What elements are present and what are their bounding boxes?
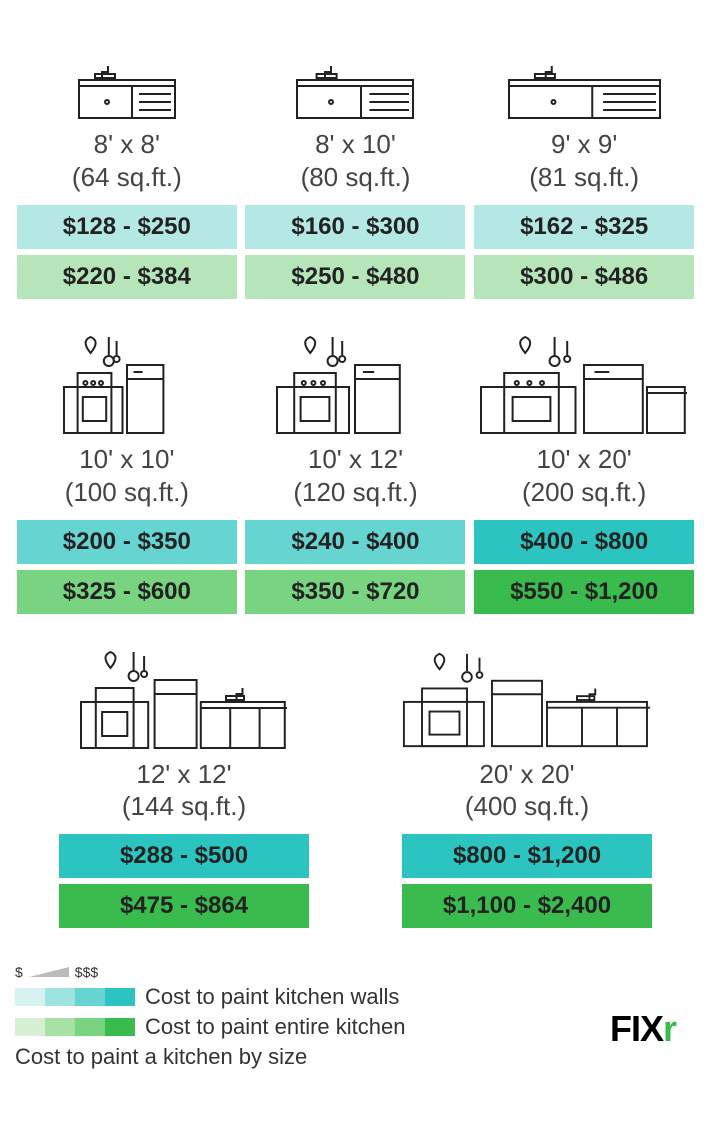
entire-price: $250 - $480	[245, 255, 465, 299]
walls-price: $200 - $350	[17, 520, 237, 564]
entire-price: $325 - $600	[17, 570, 237, 614]
size-card: 8' x 8' (64 sq.ft.) $128 - $250 $220 - $…	[17, 20, 237, 305]
size-card: 10' x 12' (120 sq.ft.) $240 - $400 $350 …	[245, 335, 465, 620]
dimensions: 10' x 20'	[474, 443, 694, 477]
kitchen-icon	[17, 335, 237, 435]
kitchen-icon	[245, 20, 465, 120]
walls-price: $160 - $300	[245, 205, 465, 249]
size-card: 10' x 20' (200 sq.ft.) $400 - $800 $550 …	[474, 335, 694, 620]
dimensions: 12' x 12'	[59, 758, 309, 792]
size-card: 9' x 9' (81 sq.ft.) $162 - $325 $300 - $…	[474, 20, 694, 305]
square-feet: (120 sq.ft.)	[245, 477, 465, 508]
walls-price: $240 - $400	[245, 520, 465, 564]
size-card: 8' x 10' (80 sq.ft.) $160 - $300 $250 - …	[245, 20, 465, 305]
dimensions: 8' x 8'	[17, 128, 237, 162]
walls-legend-label: Cost to paint kitchen walls	[145, 984, 399, 1010]
walls-price: $400 - $800	[474, 520, 694, 564]
fixr-logo: FIXr	[610, 1008, 676, 1050]
square-feet: (200 sq.ft.)	[474, 477, 694, 508]
entire-price: $1,100 - $2,400	[402, 884, 652, 928]
size-card: 20' x 20' (400 sq.ft.) $800 - $1,200 $1,…	[402, 650, 652, 935]
entire-price: $475 - $864	[59, 884, 309, 928]
square-feet: (64 sq.ft.)	[17, 162, 237, 193]
square-feet: (144 sq.ft.)	[59, 791, 309, 822]
kitchen-icon	[17, 20, 237, 120]
size-card: 10' x 10' (100 sq.ft.) $200 - $350 $325 …	[17, 335, 237, 620]
kitchen-icon	[402, 650, 652, 750]
dimensions: 9' x 9'	[474, 128, 694, 162]
square-feet: (400 sq.ft.)	[402, 791, 652, 822]
entire-swatch	[15, 1018, 135, 1036]
legend: $ $$$ Cost to paint kitchen walls Cost t…	[15, 964, 696, 1070]
square-feet: (80 sq.ft.)	[245, 162, 465, 193]
caption: Cost to paint a kitchen by size	[15, 1044, 696, 1070]
kitchen-icon	[474, 335, 694, 435]
walls-price: $800 - $1,200	[402, 834, 652, 878]
dimensions: 10' x 10'	[17, 443, 237, 477]
entire-price: $550 - $1,200	[474, 570, 694, 614]
entire-price: $350 - $720	[245, 570, 465, 614]
kitchen-icon	[474, 20, 694, 120]
walls-price: $162 - $325	[474, 205, 694, 249]
size-card: 12' x 12' (144 sq.ft.) $288 - $500 $475 …	[59, 650, 309, 935]
dimensions: 8' x 10'	[245, 128, 465, 162]
entire-legend-label: Cost to paint entire kitchen	[145, 1014, 405, 1040]
entire-price: $220 - $384	[17, 255, 237, 299]
walls-swatch	[15, 988, 135, 1006]
price-scale: $ $$$	[15, 964, 696, 980]
square-feet: (100 sq.ft.)	[17, 477, 237, 508]
square-feet: (81 sq.ft.)	[474, 162, 694, 193]
dimensions: 10' x 12'	[245, 443, 465, 477]
walls-price: $128 - $250	[17, 205, 237, 249]
kitchen-icon	[59, 650, 309, 750]
dimensions: 20' x 20'	[402, 758, 652, 792]
walls-price: $288 - $500	[59, 834, 309, 878]
entire-price: $300 - $486	[474, 255, 694, 299]
kitchen-icon	[245, 335, 465, 435]
